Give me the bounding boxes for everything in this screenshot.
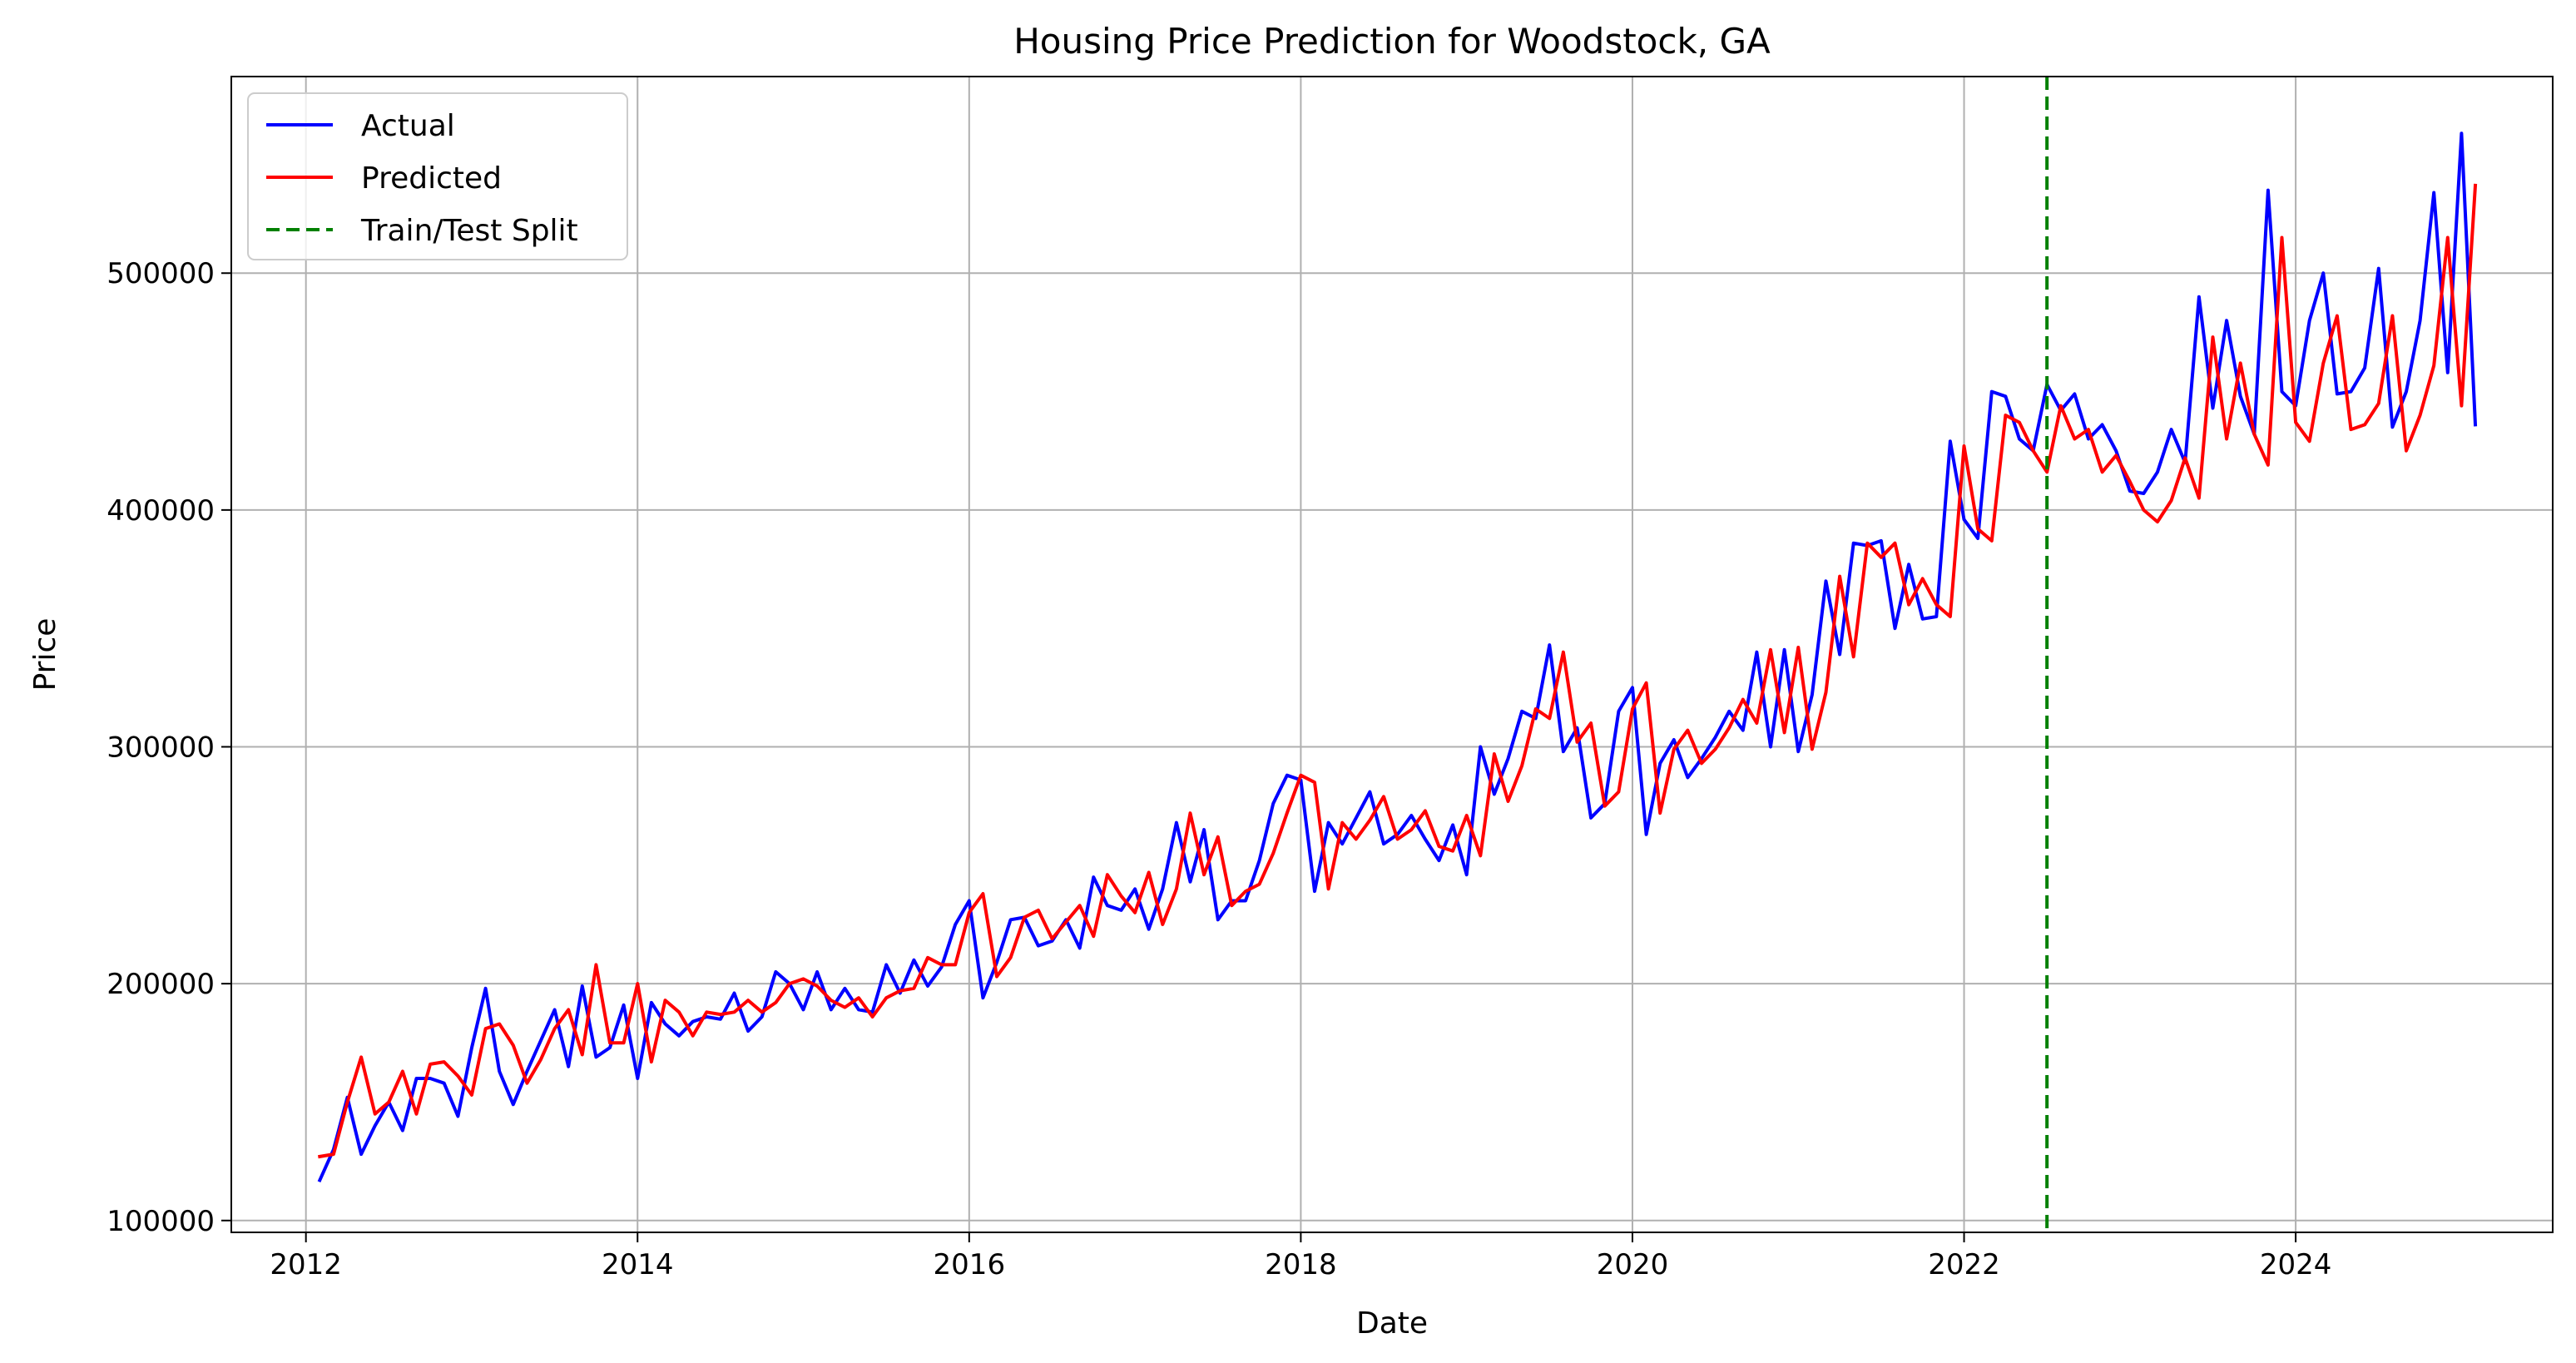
x-tick-label: 2016 <box>934 1248 1006 1281</box>
y-tick-label: 400000 <box>107 494 215 528</box>
plot-frame <box>230 76 2554 1233</box>
legend: Actual Predicted Train/Test Split <box>247 92 628 260</box>
y-tick-label: 200000 <box>107 968 215 1001</box>
legend-box <box>247 92 628 260</box>
x-axis-label: Date <box>1356 1306 1428 1341</box>
x-tick-label: 2024 <box>2260 1248 2332 1281</box>
series-layer <box>317 77 2478 1232</box>
y-tick-label: 500000 <box>107 257 215 290</box>
x-tick-label: 2014 <box>602 1248 674 1281</box>
legend-label: Predicted <box>361 161 502 196</box>
x-tick-label: 2018 <box>1265 1248 1337 1281</box>
x-tick-label: 2020 <box>1597 1248 1669 1281</box>
legend-label: Actual <box>361 109 455 143</box>
x-tick-label: 2012 <box>270 1248 342 1281</box>
chart-title: Housing Price Prediction for Woodstock, … <box>1013 21 1771 62</box>
x-tick-label: 2022 <box>1928 1248 2000 1281</box>
legend-label: Train/Test Split <box>360 214 578 248</box>
y-tick-label: 300000 <box>107 731 215 765</box>
y-axis-label: Price <box>28 618 62 691</box>
series-line-predicted <box>317 183 2478 1159</box>
y-tick-label: 100000 <box>107 1205 215 1238</box>
ticks-layer: 2012 2014 2016 2018 2020 2022 2024 100000 200000… <box>107 257 2331 1281</box>
